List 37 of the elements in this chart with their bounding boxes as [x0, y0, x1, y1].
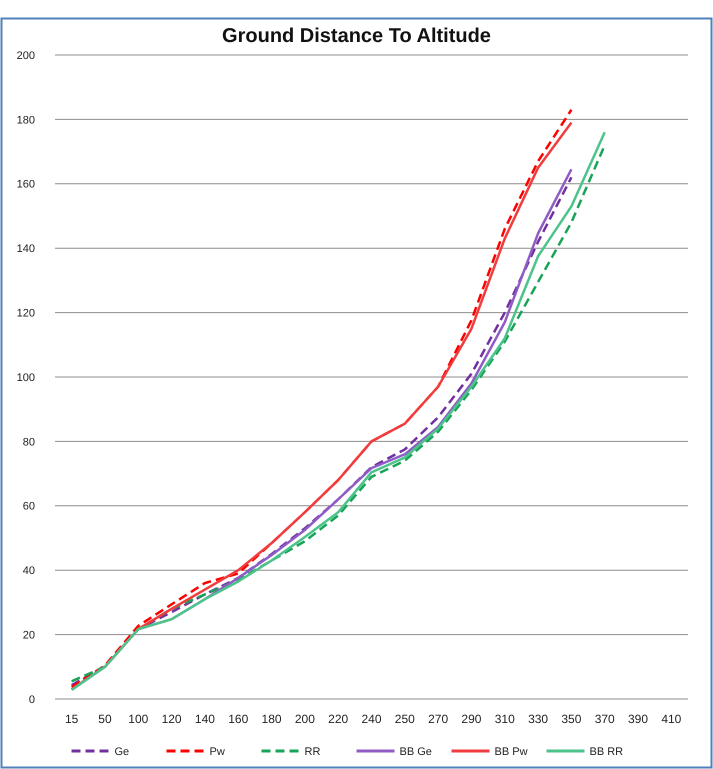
x-tick-label: 310 [494, 712, 516, 726]
x-tick-label: 330 [528, 712, 548, 726]
x-tick-label: 50 [98, 712, 112, 726]
y-tick-label: 40 [22, 565, 35, 578]
y-tick-label: 160 [16, 178, 35, 191]
x-tick-label: 100 [128, 712, 149, 726]
x-tick-label: 140 [194, 712, 216, 726]
y-tick-label: 60 [22, 500, 35, 513]
x-tick-label: 220 [328, 712, 349, 726]
legend-label: BB Pw [494, 746, 528, 758]
y-tick-label: 180 [16, 114, 35, 126]
legend-label: Ge [114, 746, 130, 758]
y-tick-label: 200 [16, 50, 35, 62]
x-tick-label: 240 [361, 712, 382, 726]
legend-label: Pw [210, 746, 225, 758]
x-tick-label: 270 [428, 712, 448, 726]
chart-title: Ground Distance To Altitude [222, 25, 491, 47]
x-tick-label: 350 [561, 712, 582, 726]
y-tick-label: 80 [22, 436, 35, 448]
legend-label: BB Ge [400, 746, 432, 758]
x-tick-label: 160 [228, 712, 249, 726]
x-tick-label: 180 [262, 712, 282, 726]
x-tick-label: 370 [594, 712, 616, 726]
x-tick-label: 120 [162, 712, 182, 726]
x-tick-label: 410 [661, 712, 682, 726]
x-tick-label: 200 [294, 712, 316, 726]
y-tick-label: 20 [22, 629, 35, 642]
y-tick-label: 100 [16, 372, 35, 384]
x-tick-label: 290 [461, 712, 482, 726]
legend-label: RR [304, 746, 320, 758]
y-tick-label: 0 [28, 694, 35, 706]
y-tick-label: 120 [16, 307, 35, 320]
y-tick-label: 140 [16, 243, 35, 256]
x-tick-label: 250 [394, 712, 416, 726]
x-tick-label: 15 [64, 712, 79, 726]
legend-label: BB RR [590, 746, 624, 758]
x-tick-label: 390 [628, 712, 648, 726]
